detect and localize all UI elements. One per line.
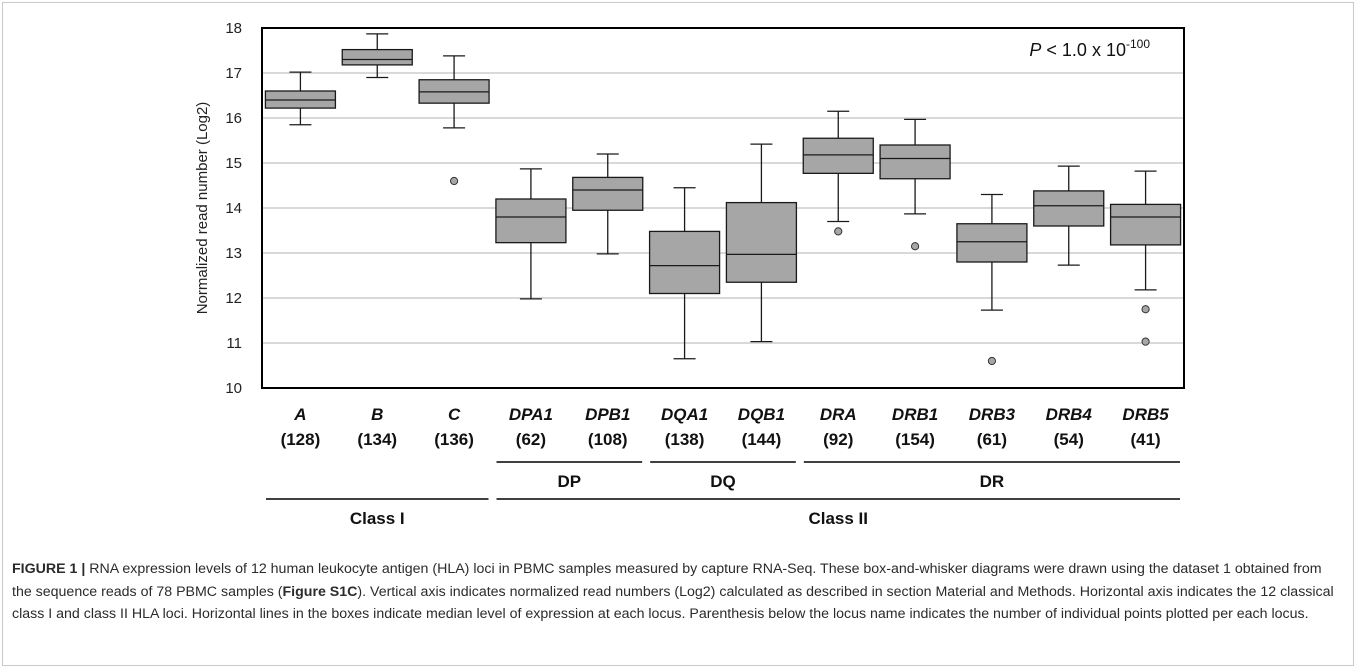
p-value-text: < 1.0 x 10 <box>1041 40 1126 60</box>
caption-figure-ref: Figure S1C <box>282 583 358 600</box>
group-label: DP <box>558 472 582 491</box>
box-DRB4 <box>1033 190 1105 227</box>
category-count: (134) <box>357 430 397 449</box>
category-count: (154) <box>895 430 935 449</box>
y-tick-label: 11 <box>226 335 242 352</box>
caption-label: FIGURE 1 | <box>12 561 86 577</box>
y-tick-label: 12 <box>225 290 242 307</box>
category-count: (61) <box>977 430 1007 449</box>
y-tick-label: 16 <box>225 110 242 127</box>
y-tick-label: 18 <box>225 20 242 37</box>
caption-text-after: ). Vertical axis indicates normalized re… <box>12 583 1334 623</box>
outlier-point <box>1141 337 1150 346</box>
category-label: B <box>371 405 383 424</box>
box-DPB1 <box>572 176 644 211</box>
category-count: (54) <box>1054 430 1084 449</box>
box-DRB1 <box>879 144 951 180</box>
category-label: DRA <box>820 405 857 424</box>
p-value-annotation: P < 1.0 x 10-100 <box>1029 37 1150 60</box>
category-count: (136) <box>434 430 474 449</box>
y-tick-label: 14 <box>225 200 242 217</box>
y-tick-label: 10 <box>225 380 242 397</box>
group-label: Class II <box>808 509 868 528</box>
category-label: DRB1 <box>892 405 938 424</box>
box-DQA1 <box>648 230 721 295</box>
category-count: (128) <box>281 430 321 449</box>
category-count: (108) <box>588 430 628 449</box>
outlier-point <box>987 356 997 366</box>
category-label: DQB1 <box>738 405 785 424</box>
p-value-symbol: P <box>1029 40 1041 60</box>
category-count: (138) <box>665 430 705 449</box>
group-label: DR <box>980 472 1005 491</box>
category-count: (41) <box>1130 430 1160 449</box>
category-count: (144) <box>742 430 782 449</box>
category-label: DRB5 <box>1122 405 1169 424</box>
figure-caption: FIGURE 1 | RNA expression levels of 12 h… <box>12 558 1344 626</box>
box-DRB5 <box>1109 203 1182 246</box>
y-tick-label: 15 <box>225 155 242 172</box>
box-B <box>341 48 413 66</box>
outlier-point <box>449 176 459 186</box>
category-label: DQA1 <box>661 405 708 424</box>
box-DRA <box>802 137 874 174</box>
category-count: (62) <box>516 430 546 449</box>
outlier-point <box>834 227 843 236</box>
category-label: A <box>293 405 306 424</box>
box-DQB1 <box>725 201 798 283</box>
category-label: DPA1 <box>509 405 553 424</box>
p-value-exponent: -100 <box>1126 37 1150 51</box>
group-label: DQ <box>710 472 736 491</box>
caption-text-before: RNA expression levels of 12 human leukoc… <box>12 561 1322 600</box>
box-DPA1 <box>495 198 567 244</box>
category-label: DPB1 <box>585 405 630 424</box>
y-tick-label: 17 <box>225 65 242 82</box>
y-tick-label: 13 <box>225 245 242 262</box>
category-label: DRB3 <box>969 405 1016 424</box>
outlier-point <box>1141 305 1150 314</box>
box-DRB3 <box>956 223 1028 263</box>
box-plot-chart: 10 11 12 13 14 15 16 17 18 Normalized read number… <box>194 20 1185 528</box>
y-axis-label: Normalized read number (Log2) <box>194 102 211 315</box>
outlier-point <box>910 242 920 251</box>
category-count: (92) <box>823 430 853 449</box>
group-label: Class I <box>350 509 405 528</box>
plot-frame <box>261 27 1185 389</box>
category-label: C <box>448 405 461 424</box>
category-label: DRB4 <box>1046 405 1093 424</box>
